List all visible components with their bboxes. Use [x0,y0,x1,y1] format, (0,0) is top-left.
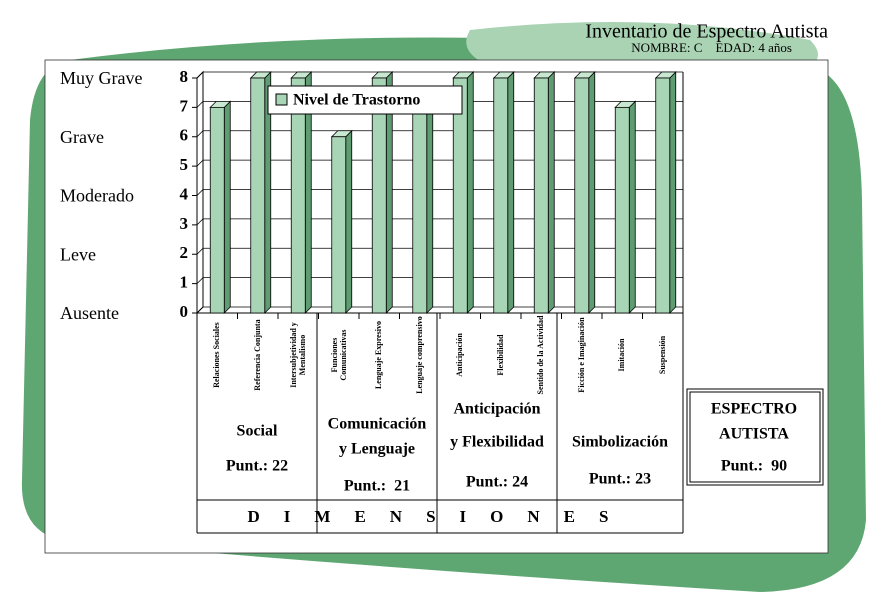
group-score: Punt.: 22 [226,458,288,475]
x-tick-label: Sentido de la Actividad [536,315,546,395]
grid-line [196,71,204,79]
x-tick-label: Intersubjetividad y Mentalismo [289,322,308,388]
x-axis-title: DIMENSIONES [248,507,633,526]
x-tick-label: Ficción e Imaginación [577,317,587,393]
x-tick-label: Imitación [617,338,627,372]
bar-side [588,71,596,314]
grid-line [196,277,204,284]
group-name: Simbolización [572,434,668,451]
bar [452,77,468,314]
bar-side [507,71,515,314]
x-tick-label: Suspensión [658,335,668,375]
grid-line [196,247,204,255]
bar [533,77,549,314]
level-label: Ausente [60,303,119,323]
x-tick-label: Lenguaje Expresivo [374,320,384,390]
bar [614,106,630,314]
grid-line [196,159,204,167]
x-tick-label: Funciones Comunicativas [329,329,348,381]
title: Inventario de Espectro Autista [585,21,828,43]
group-name: y Flexibilidad [450,434,544,451]
bar [331,136,347,314]
y-tick-label: 5 [180,155,189,174]
group-name: Anticipación [453,401,540,418]
total-score: Punt.: 90 [721,458,787,475]
y-tick-label: 3 [180,214,189,233]
x-tick-label: Anticipación [455,333,465,377]
y-tick-label: 1 [180,273,189,292]
total-box-inner [689,391,821,483]
y-tick-label: 2 [180,243,189,262]
group-score: Punt.: 23 [589,471,651,488]
total-title: ESPECTRO [711,401,797,418]
grid-line [196,306,204,314]
bar-side [628,100,636,314]
legend-box [267,85,463,115]
bar-side [669,71,677,314]
bar-side [345,129,353,314]
grid-line [196,130,204,138]
level-label: Muy Grave [60,68,142,88]
bar [412,106,428,314]
bar-side [466,71,474,314]
group-name: y Lenguaje [339,441,415,458]
grid-line [196,101,204,108]
bar [493,77,509,314]
bar-side [547,71,555,314]
group-score: Punt.: 21 [344,478,410,495]
bar [574,77,590,314]
y-tick-label: 0 [180,302,189,321]
grid-line [196,189,204,196]
x-tick-label: Flexibilidad [496,334,506,376]
group-name: Social [237,423,278,440]
total-box-outer [686,388,824,486]
x-tick-label: Relaciones Sociales [212,322,222,388]
bar [371,77,387,314]
bar [655,77,671,314]
grid-line [196,218,204,226]
bar [290,77,306,314]
legend-label: Nivel de Trastorno [293,92,420,109]
x-tick-label: Lenguaje comprensivo [415,316,425,394]
total-title: AUTISTA [719,426,789,443]
bar-side [426,100,434,314]
bar [209,106,225,314]
group-name: Comunicación [328,416,427,433]
level-label: Grave [60,127,104,147]
subtitle: NOMBRE: C EDAD: 4 años [631,40,792,55]
bar-side [223,100,231,314]
x-tick-label: Referencia Conjunta [253,319,263,391]
legend-swatch [275,93,288,106]
y-tick-label: 6 [180,126,189,145]
bar [250,77,266,314]
y-tick-label: 4 [180,184,189,203]
level-label: Moderado [60,186,134,206]
group-score: Punt.: 24 [466,474,528,491]
y-tick-label: 8 [180,67,189,86]
y-tick-label: 7 [180,96,189,115]
level-label: Leve [60,244,96,264]
